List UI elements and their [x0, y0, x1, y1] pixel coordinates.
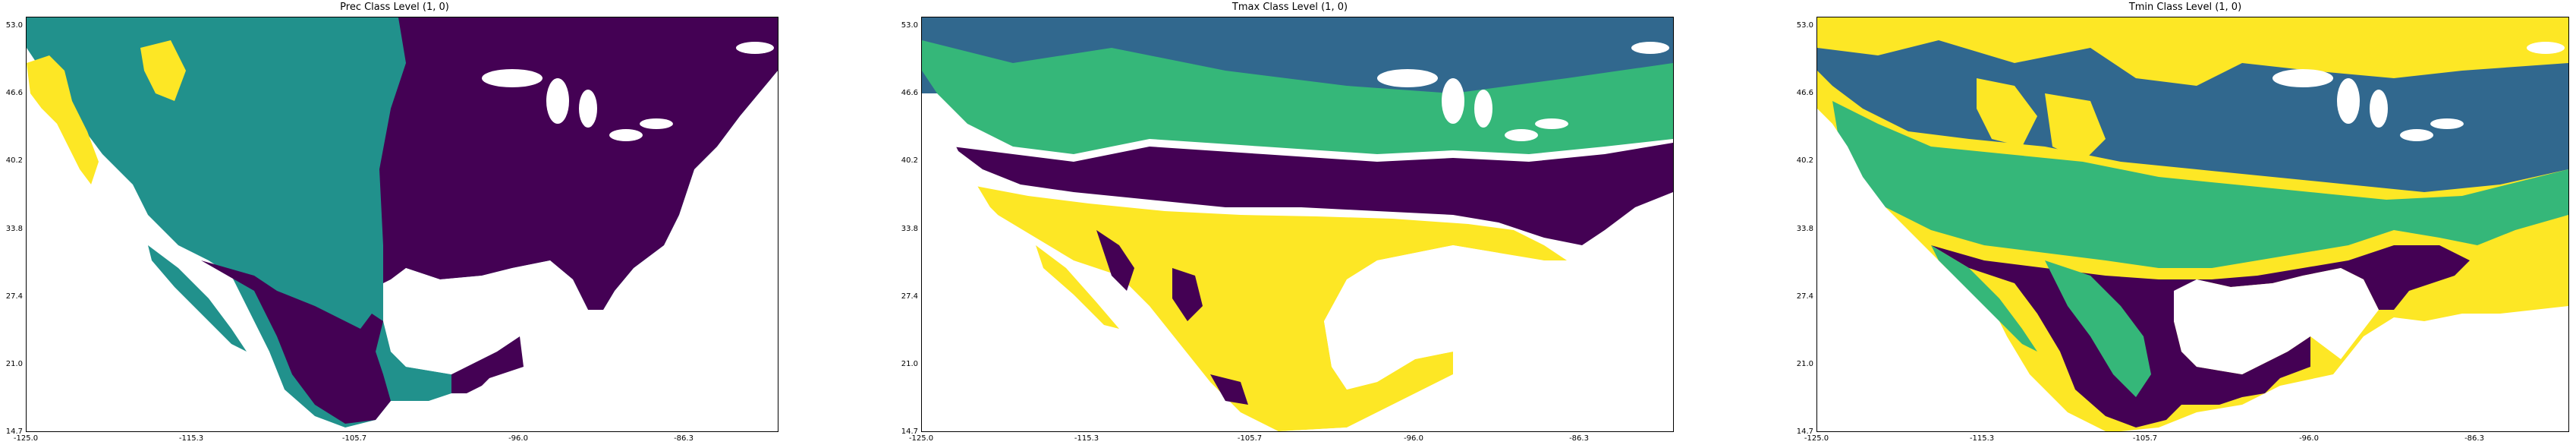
x-tick-label: -96.0	[2299, 434, 2319, 443]
y-tick-label: 46.6	[5, 89, 23, 97]
x-tick-label: -96.0	[1404, 434, 1423, 443]
y-tick-label: 27.4	[1796, 292, 1813, 301]
map-panel-tmax: Tmax Class Level (1, 0) 53.0 46.6 40.2 3…	[895, 0, 1684, 448]
tmax-map	[922, 17, 1673, 431]
x-tick-label: -105.7	[341, 434, 367, 443]
x-tick-label: -86.3	[2464, 434, 2484, 443]
x-tick-label: -105.7	[1237, 434, 1263, 443]
map-panel-prec: Prec Class Level (1, 0) 53.0 46.6	[0, 0, 789, 448]
x-tick-label: -115.3	[178, 434, 204, 443]
y-tick-label: 40.2	[1796, 156, 1813, 165]
y-tick-label: 21.0	[1796, 360, 1813, 368]
map-panel-tmin: Tmin Class Level (1, 0) 53.0 46.6 40.2 3…	[1791, 0, 2576, 448]
x-tick-label: -125.0	[908, 434, 934, 443]
y-tick-label: 27.4	[901, 292, 918, 301]
x-tick-label: -96.0	[508, 434, 528, 443]
y-tick-label: 33.8	[5, 225, 23, 233]
y-tick-label: 40.2	[5, 156, 23, 165]
panel-title: Tmax Class Level (1, 0)	[1231, 2, 1348, 13]
prec-map	[27, 17, 778, 431]
tmin-map	[1817, 17, 2568, 431]
x-tick-label: -86.3	[674, 434, 694, 443]
x-tick-label: -125.0	[13, 434, 39, 443]
y-tick-label: 27.4	[5, 292, 23, 301]
map-axes	[921, 17, 1674, 432]
y-tick-label: 14.7	[1796, 427, 1813, 436]
y-tick-label: 21.0	[901, 360, 918, 368]
y-tick-label: 46.6	[1796, 89, 1813, 97]
x-tick-label: -105.7	[2132, 434, 2158, 443]
x-tick-label: -86.3	[1569, 434, 1589, 443]
y-tick-label: 53.0	[1796, 21, 1813, 30]
x-tick-label: -115.3	[1969, 434, 1995, 443]
panel-title: Tmin Class Level (1, 0)	[2128, 2, 2242, 13]
y-tick-label: 14.7	[901, 427, 918, 436]
y-tick-label: 53.0	[5, 21, 23, 30]
y-tick-label: 53.0	[901, 21, 918, 30]
map-axes	[26, 17, 778, 432]
x-tick-label: -115.3	[1074, 434, 1099, 443]
y-tick-label: 33.8	[1796, 225, 1813, 233]
map-axes	[1816, 17, 2569, 432]
y-tick-label: 14.7	[5, 427, 23, 436]
y-tick-label: 40.2	[901, 156, 918, 165]
y-tick-label: 33.8	[901, 225, 918, 233]
x-tick-label: -125.0	[1804, 434, 1829, 443]
y-tick-label: 21.0	[5, 360, 23, 368]
panel-title: Prec Class Level (1, 0)	[340, 2, 449, 13]
y-tick-label: 46.6	[901, 89, 918, 97]
